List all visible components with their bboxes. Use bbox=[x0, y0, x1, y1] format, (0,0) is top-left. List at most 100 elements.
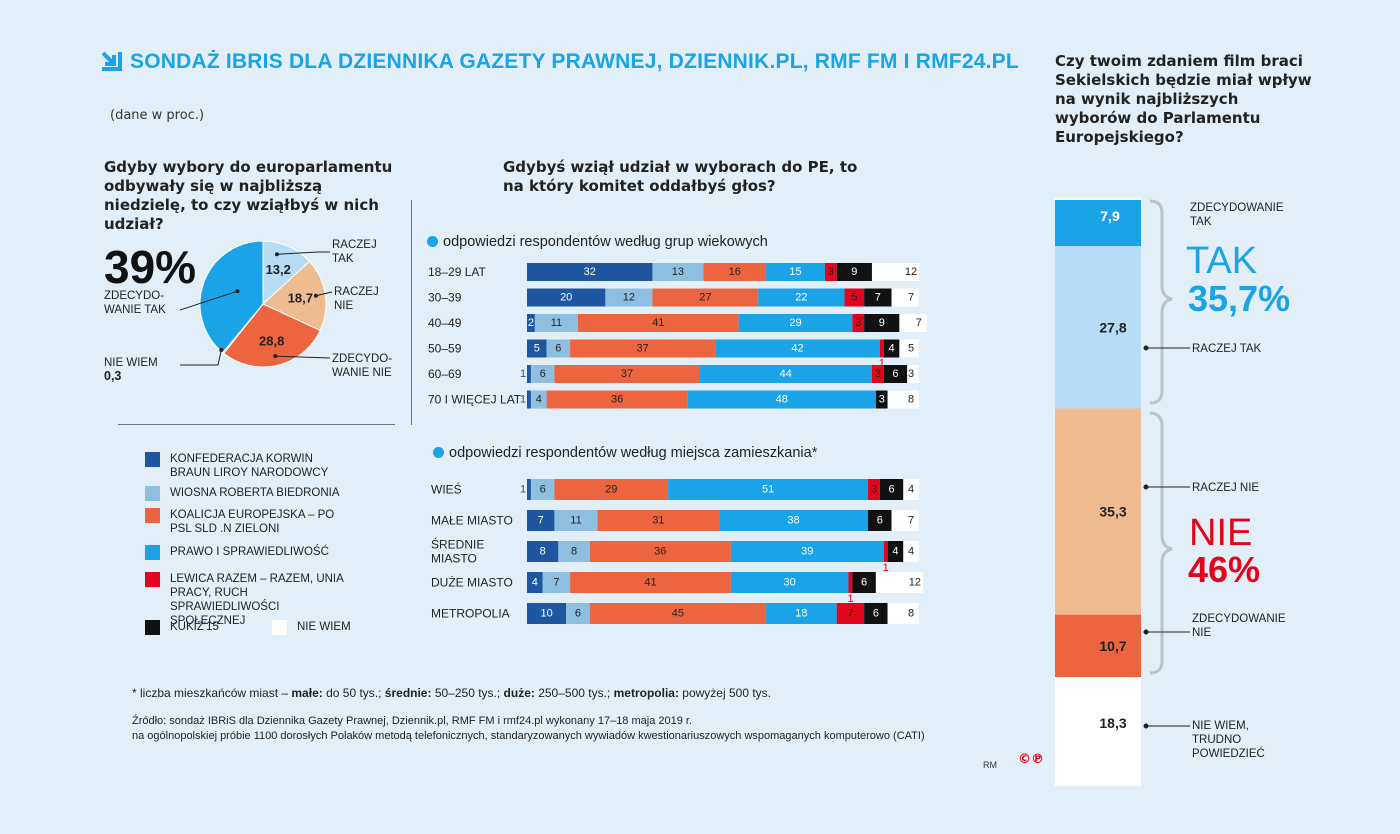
pie-slice-raczej-nie bbox=[262, 260, 327, 332]
pie-leader-line bbox=[276, 251, 330, 255]
legend-swatch bbox=[145, 508, 160, 523]
bar-value-label: 9 bbox=[851, 266, 857, 278]
bar-segment-koalicja-europejska bbox=[589, 603, 767, 624]
bar-category-label: WIEŚ bbox=[431, 482, 462, 497]
turnout-pie-chart: 13,2 18,7 28,8 bbox=[180, 240, 333, 368]
bar-category-label: MAŁE MIASTO bbox=[431, 514, 513, 528]
bar-segment-lewica-razem bbox=[883, 541, 888, 562]
bar-value-label: 11 bbox=[551, 317, 562, 329]
legend-swatch bbox=[145, 620, 160, 635]
bar-segment-koalicja-europejska bbox=[546, 390, 688, 409]
pie-leader-dot bbox=[274, 252, 279, 257]
bar-category-label: 60–69 bbox=[428, 367, 462, 381]
label-zdec-tak: ZDECYDOWANIE TAK bbox=[1190, 202, 1284, 228]
bar-segment-wiosna bbox=[554, 510, 598, 531]
bar-segment-konfederacja bbox=[527, 510, 555, 531]
bar-segment-pis bbox=[719, 510, 869, 531]
bar-value-label: 3 bbox=[879, 394, 885, 406]
bar-value-label: 1 bbox=[520, 484, 526, 496]
bar-value-label: 5 bbox=[908, 343, 914, 355]
vbar-value-label: 27,8 bbox=[1099, 319, 1126, 335]
label-raczej-nie: RACZEJ NIE bbox=[1192, 482, 1260, 494]
bar-value-label: 18 bbox=[795, 608, 807, 620]
bar-value-label: 7 bbox=[875, 292, 881, 304]
bar-segment-lewica-razem bbox=[871, 365, 884, 383]
pie-label-nie-wiem: NIE WIEM bbox=[104, 357, 158, 369]
bar-segment-nie-wiem bbox=[891, 510, 919, 531]
bar-value-label: 7 bbox=[908, 515, 914, 527]
bar-segment-kukiz-15 bbox=[887, 541, 904, 562]
film-impact-bar: 7,9 27,8 35,3 10,7 18,3 bbox=[1055, 200, 1141, 784]
bar-segment-kukiz-15 bbox=[864, 314, 900, 332]
pie-leader-line bbox=[180, 290, 238, 311]
bar-value-label: 6 bbox=[873, 608, 879, 620]
vertical-divider bbox=[411, 200, 412, 425]
pie-label-zdec-nie: ZDECYDO- WANIE NIE bbox=[332, 353, 393, 379]
bar-value-label: 9 bbox=[879, 317, 885, 329]
legend-swatch bbox=[145, 486, 160, 501]
bar-segment-kukiz-15 bbox=[879, 479, 904, 500]
pie-leader-dot bbox=[273, 354, 278, 359]
pie-label-zdec-tak: ZDECYDO- WANIE TAK bbox=[104, 290, 166, 316]
pie-leader-dot bbox=[219, 347, 224, 352]
bar-value-label: 11 bbox=[570, 515, 581, 527]
pie-label-raczej-tak: RACZEJ TAK bbox=[332, 239, 377, 265]
bar-segment-lewica-razem bbox=[836, 603, 865, 624]
bar-value-label: 51 bbox=[762, 484, 774, 496]
bar-segment-kukiz-15 bbox=[836, 263, 872, 281]
legend-swatch bbox=[145, 545, 160, 560]
bar-value-label: 3 bbox=[855, 317, 861, 329]
bar-segment-wiosna bbox=[530, 390, 547, 409]
bar-value-label: 8 bbox=[908, 608, 914, 620]
vbar-value-label: 7,9 bbox=[1100, 208, 1120, 224]
label-nie-wiem: NIE WIEM, TRUDNO POWIEDZIEĆ bbox=[1192, 720, 1265, 760]
bar-segment-koalicja-europejska bbox=[589, 541, 731, 562]
bar-value-label: 36 bbox=[654, 546, 666, 558]
footnote-value: 250–500 tys.; bbox=[534, 686, 614, 700]
bar-value-label: 32 bbox=[584, 266, 596, 278]
bar-value-label: 13 bbox=[672, 266, 684, 278]
bar-segment-wiosna bbox=[652, 263, 704, 281]
pie-slice-zdecydowanie-tak bbox=[199, 240, 264, 354]
tak-percent: 35,7% bbox=[1188, 278, 1291, 319]
bar-segment-wiosna bbox=[530, 479, 555, 500]
legend-label: KUKIZ'15 bbox=[170, 621, 219, 633]
bar-segment-nie-wiem bbox=[907, 365, 919, 383]
bar-segment-wiosna bbox=[566, 603, 590, 624]
question-turnout: Gdyby wybory do europarlamentu odbywały … bbox=[104, 158, 393, 233]
section-place: odpowiedzi respondentów według miejsca z… bbox=[433, 445, 817, 461]
bar-segment-nie-wiem bbox=[887, 603, 919, 624]
bar-value-label: 12 bbox=[905, 266, 917, 278]
bar-segment-wiosna bbox=[530, 365, 555, 383]
label-zdec-nie: ZDECYDOWANIE NIE bbox=[1192, 613, 1286, 639]
bar-segment-konfederacja bbox=[527, 390, 531, 409]
bar-segment-pis bbox=[766, 263, 825, 281]
bar-segment-kukiz-15 bbox=[883, 339, 900, 358]
footnote-value: 50–250 tys.; bbox=[431, 686, 504, 700]
section-place-label: odpowiedzi respondentów według miejsca z… bbox=[449, 445, 818, 461]
bar-value-label: 6 bbox=[888, 484, 894, 496]
tak-word: TAK bbox=[1186, 240, 1258, 282]
legend-item: LEWICA RAZEM – RAZEM, UNIA PRACY, RUCH S… bbox=[145, 572, 355, 628]
bar-value-label: 6 bbox=[540, 368, 546, 380]
bar-value-label: 3 bbox=[908, 368, 914, 380]
legend-label: KONFEDERACJA KORWIN BRAUN LIROY NARODOWC… bbox=[170, 453, 329, 479]
bar-segment-koalicja-europejska bbox=[577, 314, 739, 332]
bar-value-label: 6 bbox=[555, 343, 561, 355]
bar-value-label: 1 bbox=[520, 368, 526, 380]
pie-leader-dot bbox=[235, 289, 240, 294]
bar-segment-pis bbox=[699, 365, 872, 383]
pie-label-nie-wiem-value: 0,3 bbox=[104, 369, 122, 383]
bar-segment-koalicja-europejska bbox=[554, 365, 700, 383]
bar-segment-nie-wiem bbox=[899, 339, 919, 358]
bar-segment-konfederacja bbox=[527, 263, 653, 281]
bar-value-label: 2 bbox=[528, 317, 534, 329]
source-note: Źródło: sondaż IBRiS dla Dziennika Gazet… bbox=[132, 714, 1032, 744]
bar-value-label: 31 bbox=[652, 515, 664, 527]
legend-label: PRAWO I SPRAWIEDLIWOŚĆ bbox=[170, 546, 329, 558]
bar-value-label: 7 bbox=[847, 608, 853, 620]
bar-value-label: 8 bbox=[540, 546, 546, 558]
legend-label: LEWICA RAZEM – RAZEM, UNIA PRACY, RUCH S… bbox=[170, 573, 344, 627]
tak-bracket bbox=[1149, 199, 1173, 405]
